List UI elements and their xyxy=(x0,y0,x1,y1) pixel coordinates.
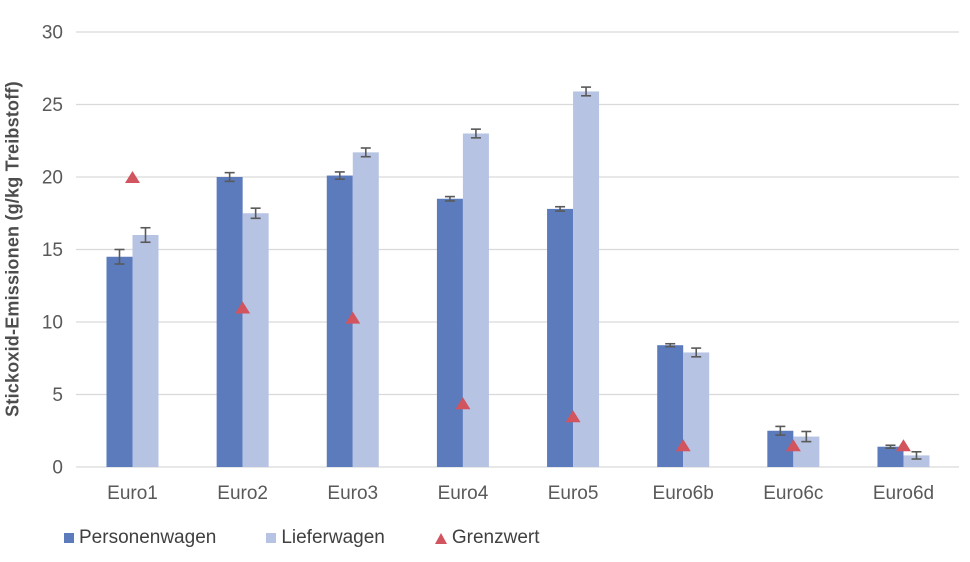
error-bar-personenwagen-Euro6c xyxy=(775,425,786,436)
legend-item-grenzwert: Grenzwert xyxy=(434,527,540,549)
y-tick-label-20: 20 xyxy=(42,168,63,189)
x-tick-label-Euro5: Euro5 xyxy=(548,483,599,504)
grenzwert-triangle-icon xyxy=(434,532,447,544)
bar-lieferwagen-Euro2 xyxy=(242,213,269,467)
grenzwert-marker-Euro2 xyxy=(235,301,251,314)
lieferwagen-square-icon xyxy=(266,533,277,543)
error-bar-personenwagen-Euro3 xyxy=(334,171,345,180)
legend-item-lieferwagen: Lieferwagen xyxy=(266,527,385,549)
bar-lieferwagen-Euro1 xyxy=(132,235,159,467)
bar-lieferwagen-Euro3 xyxy=(352,152,379,467)
grenzwert-marker-Euro4 xyxy=(455,397,471,410)
bar-personenwagen-Euro5 xyxy=(547,208,574,467)
error-bar-personenwagen-Euro6b xyxy=(665,342,676,348)
x-tick-label-Euro6c: Euro6c xyxy=(763,483,823,504)
legend-label-lieferwagen: Lieferwagen xyxy=(281,527,385,548)
error-bar-personenwagen-Euro6d xyxy=(885,444,896,449)
personenwagen-square-icon xyxy=(64,533,74,543)
y-tick-label-30: 30 xyxy=(42,23,63,44)
error-bar-lieferwagen-Euro1 xyxy=(140,226,151,244)
error-bar-personenwagen-Euro4 xyxy=(444,195,455,202)
bar-personenwagen-Euro4 xyxy=(436,198,463,467)
error-bar-personenwagen-Euro1 xyxy=(114,248,125,265)
x-tick-label-Euro1: Euro1 xyxy=(107,483,158,504)
legend-label-grenzwert: Grenzwert xyxy=(451,527,540,548)
y-tick-label-5: 5 xyxy=(52,385,63,406)
x-tick-label-Euro6d: Euro6d xyxy=(873,483,934,504)
x-tick-label-Euro2: Euro2 xyxy=(217,483,268,504)
y-tick-label-25: 25 xyxy=(42,95,63,116)
error-bar-lieferwagen-Euro3 xyxy=(360,147,371,158)
grenzwert-marker-Euro3 xyxy=(345,311,361,324)
bar-personenwagen-Euro1 xyxy=(106,256,133,467)
error-bar-lieferwagen-Euro5 xyxy=(581,86,592,97)
legend-item-personenwagen: Personenwagen xyxy=(64,527,216,549)
y-tick-label-10: 10 xyxy=(42,313,63,334)
error-bar-personenwagen-Euro2 xyxy=(224,171,235,183)
error-bar-lieferwagen-Euro6b xyxy=(691,347,702,358)
error-bar-lieferwagen-Euro6d xyxy=(911,450,922,460)
legend-label-personenwagen: Personenwagen xyxy=(79,527,217,548)
grenzwert-marker-Euro6c xyxy=(785,439,801,452)
y-tick-label-0: 0 xyxy=(52,458,63,479)
chart-legend: Personenwagen Lieferwagen Grenzwert xyxy=(64,527,590,549)
x-tick-label-Euro3: Euro3 xyxy=(327,483,378,504)
x-tick-label-Euro4: Euro4 xyxy=(438,483,489,504)
grenzwert-marker-Euro1 xyxy=(125,171,140,183)
error-bar-personenwagen-Euro5 xyxy=(555,205,566,212)
y-tick-label-15: 15 xyxy=(42,240,63,261)
x-tick-label-Euro6b: Euro6b xyxy=(653,483,714,504)
error-bar-lieferwagen-Euro2 xyxy=(250,207,261,220)
error-bar-lieferwagen-Euro4 xyxy=(470,128,481,139)
grenzwert-marker-Euro5 xyxy=(565,410,581,423)
grenzwert-marker-Euro6b xyxy=(675,439,691,452)
grenzwert-marker-Euro6d xyxy=(895,439,911,452)
bar-lieferwagen-Euro5 xyxy=(573,91,600,467)
error-bar-lieferwagen-Euro6c xyxy=(801,430,812,443)
bar-personenwagen-Euro2 xyxy=(216,177,243,467)
bar-lieferwagen-Euro6d xyxy=(903,455,930,467)
bar-lieferwagen-Euro4 xyxy=(462,133,489,467)
bar-personenwagen-Euro6d xyxy=(877,446,904,467)
